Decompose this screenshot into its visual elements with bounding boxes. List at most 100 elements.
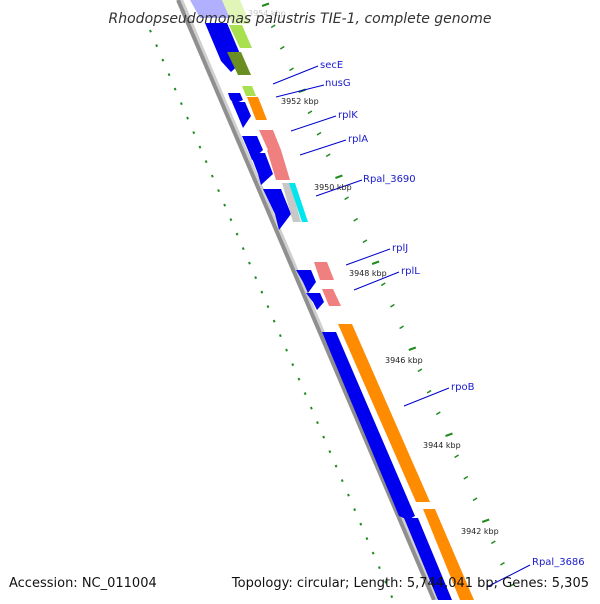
tick-label-3946: 3946 kbp — [385, 356, 423, 365]
scale-tick-labels: 3954 kbp 3952 kbp 3950 kbp 3948 kbp 3946… — [248, 9, 499, 536]
label-line-Rpal-3686 — [486, 564, 531, 588]
gene-rplJ[interactable] — [314, 262, 334, 280]
track-dot — [235, 232, 239, 236]
accession-text: Accession: NC_011004 — [9, 576, 157, 591]
minor-tick — [325, 153, 331, 158]
minor-tick — [509, 583, 515, 588]
label-line-Rpal-3690 — [315, 179, 363, 197]
track-dot — [272, 319, 276, 323]
gene-grey-block[interactable] — [282, 183, 301, 222]
track-dot — [254, 276, 258, 280]
map-title: Rhodopseudomonas palustris TIE-1, comple… — [109, 11, 492, 27]
gene-after-rpoB[interactable] — [423, 509, 474, 600]
track-dot — [260, 290, 264, 294]
gene-label-lines — [272, 65, 531, 588]
track-dot — [179, 102, 183, 106]
tick-label-3954: 3954 kbp — [248, 9, 286, 18]
gene-label-Rpal-3690[interactable]: Rpal_3690 — [363, 174, 416, 185]
gene-label-Rpal-3686[interactable]: Rpal_3686 — [532, 557, 585, 568]
gene-nusG[interactable] — [247, 97, 267, 120]
gene-Rpal-3690[interactable] — [289, 183, 308, 222]
major-tick — [371, 260, 380, 265]
cds-block-2[interactable] — [228, 93, 243, 104]
cds-block-8[interactable] — [306, 293, 324, 310]
track-dot — [359, 522, 363, 526]
gene-rplK[interactable] — [259, 130, 281, 150]
minor-tick — [289, 67, 294, 72]
gene-lime-upper[interactable] — [229, 25, 252, 48]
minor-tick — [490, 540, 496, 545]
track-dot — [155, 44, 159, 48]
track-dot — [328, 450, 332, 454]
track-dot — [248, 261, 251, 265]
gene-rpoB[interactable] — [338, 324, 430, 502]
outer-dotted-track — [149, 29, 394, 599]
label-line-rplK — [290, 115, 337, 132]
gene-label-nusG[interactable]: nusG — [325, 78, 351, 89]
label-line-rplL — [353, 271, 400, 291]
track-dot — [316, 421, 319, 425]
gene-label-rplA[interactable]: rplA — [348, 134, 368, 145]
track-dot — [217, 189, 220, 193]
track-dot — [340, 479, 344, 483]
minor-tick — [426, 389, 432, 394]
gene-secE[interactable] — [227, 52, 251, 75]
minor-tick — [279, 45, 285, 50]
track-dot — [390, 595, 394, 599]
track-dot — [303, 392, 307, 396]
major-tick — [408, 346, 417, 351]
gene-label-rplJ[interactable]: rplJ — [392, 243, 408, 254]
feature-top-lime-faded[interactable] — [222, 0, 250, 24]
cds-block-5[interactable] — [250, 153, 273, 185]
minor-tick — [463, 475, 469, 480]
gene-rplL[interactable] — [322, 289, 341, 306]
tick-label-3944: 3944 kbp — [423, 441, 461, 450]
track-dot — [309, 406, 313, 410]
topology-text: Topology: circular; Length: 5,744,041 bp… — [231, 576, 589, 591]
track-dot — [223, 203, 227, 207]
gene-label-secE[interactable]: secE — [320, 60, 343, 71]
minor-tick — [270, 24, 276, 29]
cds-block-7[interactable] — [296, 270, 316, 293]
tick-label-3948: 3948 kbp — [349, 269, 387, 278]
track-dot — [198, 145, 202, 149]
track-dot — [149, 29, 152, 33]
track-dot — [371, 551, 375, 555]
minor-tick — [344, 196, 349, 201]
tick-label-3952: 3952 kbp — [281, 97, 319, 106]
track-dot — [241, 247, 245, 251]
gene-rplA[interactable] — [267, 150, 290, 180]
track-dot — [161, 58, 165, 62]
track-dot — [167, 73, 171, 77]
major-tick — [445, 432, 453, 437]
gene-label-rpoB[interactable]: rpoB — [451, 382, 475, 393]
track-dot — [210, 174, 214, 178]
cds-block-3[interactable] — [232, 102, 251, 128]
cds-rpoB[interactable] — [322, 332, 415, 520]
minor-tick — [399, 325, 404, 330]
minor-tick — [307, 110, 313, 115]
track-dot — [278, 334, 282, 338]
track-dot — [291, 363, 295, 367]
major-tick — [481, 518, 490, 523]
track-dot — [334, 464, 338, 468]
gene-label-rplK[interactable]: rplK — [338, 110, 358, 121]
feature-track — [190, 0, 474, 600]
minor-tick — [500, 561, 505, 566]
cds-block-after-rpoB[interactable] — [404, 518, 452, 600]
label-line-nusG — [275, 84, 325, 98]
feature-top-blue-faded[interactable] — [190, 0, 230, 18]
backbone-line — [176, 0, 436, 601]
major-tick — [335, 174, 343, 179]
cds-block-6[interactable] — [263, 189, 291, 230]
track-dot — [322, 435, 326, 439]
minor-tick — [390, 303, 395, 308]
minor-tick — [472, 497, 478, 502]
label-line-rplJ — [345, 248, 391, 266]
gene-label-rplL[interactable]: rplL — [401, 266, 420, 277]
label-line-rpoB — [403, 387, 450, 407]
gene-nusG-lime[interactable] — [242, 86, 256, 96]
track-dot — [353, 508, 357, 512]
label-line-rplA — [299, 139, 347, 156]
